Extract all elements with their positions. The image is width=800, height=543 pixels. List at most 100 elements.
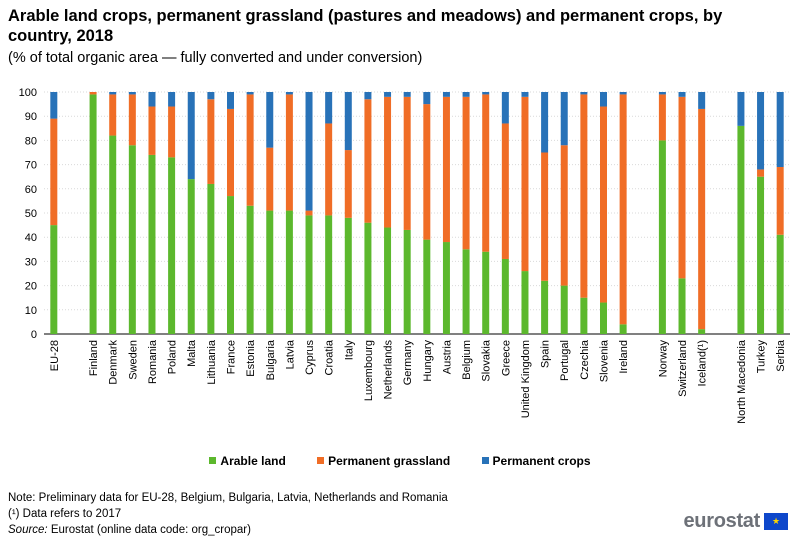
bar-germany-series-2	[403, 92, 411, 97]
x-tick-label-romania: Romania	[147, 339, 159, 384]
bar-poland-series-0	[168, 157, 176, 334]
bar-germany-series-1	[403, 96, 411, 230]
x-tick-label-serbia: Serbia	[775, 339, 787, 372]
eu-flag-icon: ★	[764, 513, 788, 530]
y-tick-label-100: 100	[19, 87, 37, 99]
bar-luxembourg-series-1	[364, 99, 372, 223]
bar-portugal-series-0	[560, 285, 568, 334]
x-tick-label-estonia: Estonia	[245, 339, 257, 377]
bar-lithuania-series-0	[207, 183, 215, 334]
bar-united-kingdom-series-2	[521, 92, 529, 97]
bar-serbia-series-1	[776, 167, 784, 235]
bar-estonia-series-0	[246, 205, 254, 334]
x-tick-label-iceland-: Iceland(¹)	[697, 340, 709, 386]
bar-bulgaria-series-1	[266, 147, 274, 211]
bar-czechia-series-1	[580, 94, 588, 298]
x-tick-label-finland: Finland	[88, 340, 100, 376]
bar-estonia-series-2	[246, 92, 254, 95]
legend-swatch-grassland	[317, 457, 325, 464]
bar-czechia-series-2	[580, 92, 588, 95]
y-tick-label-10: 10	[25, 305, 37, 317]
bar-switzerland-series-1	[678, 96, 686, 279]
bar-united-kingdom-series-0	[521, 271, 529, 334]
bar-czechia-series-0	[580, 297, 588, 334]
bar-slovenia-series-2	[600, 92, 607, 107]
bar-bulgaria-series-0	[266, 210, 274, 334]
bar-luxembourg-series-0	[364, 222, 372, 334]
bar-finland-series-1	[89, 92, 97, 95]
bar-lithuania-series-1	[207, 99, 215, 184]
x-tick-label-portugal: Portugal	[559, 340, 571, 381]
bar-serbia-series-2	[776, 92, 784, 168]
bar-spain-series-0	[541, 280, 549, 334]
bar-latvia-series-1	[285, 94, 293, 211]
x-tick-label-spain: Spain	[540, 340, 552, 368]
y-tick-label-40: 40	[25, 232, 37, 244]
x-tick-label-czechia: Czechia	[579, 339, 591, 380]
x-tick-label-denmark: Denmark	[108, 340, 120, 385]
x-tick-label-france: France	[226, 340, 238, 374]
bar-cyprus-series-0	[305, 215, 313, 334]
bar-turkey-series-1	[757, 169, 765, 177]
bar-malta-series-2	[187, 92, 195, 180]
bar-hungary-series-2	[423, 92, 431, 105]
bar-switzerland-series-0	[678, 278, 686, 334]
bar-turkey-series-2	[757, 92, 765, 170]
legend-item-permanent-crops: Permanent crops	[481, 454, 591, 468]
x-tick-label-united-kingdom: United Kingdom	[520, 340, 532, 418]
x-tick-label-poland: Poland	[167, 340, 179, 374]
logo-text: eurostat	[683, 510, 760, 532]
y-tick-label-30: 30	[25, 256, 37, 268]
bar-cyprus-series-2	[305, 92, 313, 211]
bar-denmark-series-1	[109, 94, 117, 136]
bar-norway-series-0	[658, 140, 666, 334]
bar-iceland--series-0	[698, 329, 706, 334]
bar-belgium-series-0	[462, 249, 470, 334]
bar-norway-series-1	[658, 94, 666, 141]
bar-ireland-series-1	[619, 94, 627, 325]
legend-item-grassland: Permanent grassland	[317, 454, 450, 468]
bar-denmark-series-2	[109, 92, 117, 95]
source-text: Eurostat (online data code: org_cropar)	[47, 524, 251, 536]
bar-hungary-series-0	[423, 239, 431, 334]
bar-malta-series-0	[187, 179, 195, 334]
bar-north-macedonia-series-0	[737, 125, 745, 334]
bar-cyprus-series-1	[305, 210, 313, 216]
bar-greece-series-0	[501, 258, 509, 334]
chart-title: Arable land crops, permanent grassland (…	[8, 7, 723, 45]
legend-item-arable: Arable land	[209, 454, 286, 468]
y-tick-label-70: 70	[25, 160, 37, 172]
x-tick-label-slovenia: Slovenia	[599, 339, 611, 382]
legend-swatch-permanent-crops	[481, 457, 489, 464]
bar-switzerland-series-2	[678, 92, 686, 97]
chart-notes: Note: Preliminary data for EU-28, Belgiu…	[8, 490, 448, 538]
bar-netherlands-series-0	[384, 227, 392, 334]
bar-norway-series-2	[658, 92, 666, 95]
bar-portugal-series-1	[560, 145, 568, 286]
x-tick-label-germany: Germany	[402, 340, 414, 386]
bar-poland-series-2	[168, 92, 176, 107]
bar-france-series-0	[227, 196, 234, 334]
bar-iceland--series-1	[698, 108, 706, 330]
x-tick-label-latvia: Latvia	[284, 339, 296, 369]
x-tick-label-eu-28: EU-28	[49, 340, 61, 371]
legend-label-permanent-crops: Permanent crops	[492, 454, 591, 468]
bar-turkey-series-0	[757, 176, 765, 334]
bar-iceland--series-2	[698, 92, 706, 109]
bar-spain-series-1	[541, 152, 549, 281]
bar-slovakia-series-1	[482, 94, 490, 252]
bar-serbia-series-0	[776, 234, 784, 334]
y-tick-label-90: 90	[25, 111, 37, 123]
bar-sweden-series-1	[128, 94, 136, 146]
bar-austria-series-2	[442, 92, 450, 97]
bar-portugal-series-2	[560, 92, 568, 146]
x-tick-label-hungary: Hungary	[422, 340, 434, 382]
legend-label-grassland: Permanent grassland	[328, 454, 451, 468]
bar-france-series-1	[227, 108, 234, 197]
bar-netherlands-series-1	[384, 96, 392, 228]
bar-eu-28-series-2	[50, 92, 58, 119]
x-tick-label-ireland: Ireland	[618, 340, 630, 374]
x-tick-label-sweden: Sweden	[127, 340, 139, 380]
bar-belgium-series-2	[462, 92, 470, 97]
